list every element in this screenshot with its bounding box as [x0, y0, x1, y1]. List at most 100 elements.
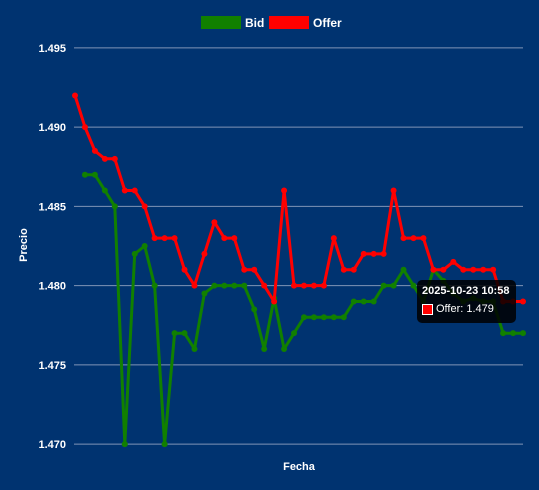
data-point-bid[interactable]	[191, 346, 198, 352]
data-point-offer[interactable]	[450, 258, 457, 265]
data-point-offer[interactable]	[121, 187, 128, 194]
data-point-bid[interactable]	[241, 282, 248, 289]
data-point-bid[interactable]	[350, 298, 357, 305]
data-point-offer[interactable]	[490, 266, 497, 273]
data-point-offer[interactable]	[440, 266, 447, 273]
x-axis-title: Fecha	[283, 461, 316, 473]
y-tick-label: 1.480	[38, 281, 66, 293]
data-point-offer[interactable]	[141, 203, 148, 210]
y-tick-label: 1.485	[38, 201, 66, 213]
data-point-offer[interactable]	[221, 235, 228, 242]
grid-lines	[74, 47, 523, 445]
data-point-offer[interactable]	[370, 250, 377, 257]
data-point-offer[interactable]	[181, 266, 188, 273]
data-point-bid[interactable]	[171, 330, 178, 337]
data-point-bid[interactable]	[520, 330, 526, 337]
data-point-offer[interactable]	[72, 92, 78, 99]
data-point-offer[interactable]	[430, 266, 437, 273]
data-point-offer[interactable]	[390, 187, 397, 194]
data-point-offer[interactable]	[201, 250, 208, 257]
data-point-bid[interactable]	[211, 282, 218, 289]
data-point-offer[interactable]	[81, 124, 88, 131]
data-point-offer[interactable]	[131, 187, 138, 194]
data-point-bid[interactable]	[500, 330, 507, 337]
data-point-bid[interactable]	[291, 330, 298, 337]
data-point-bid[interactable]	[390, 282, 397, 289]
series-line-offer	[73, 95, 523, 303]
legend-item-bid[interactable]: Bid	[201, 16, 264, 30]
data-point-bid[interactable]	[330, 314, 337, 321]
data-point-bid[interactable]	[81, 171, 88, 178]
data-point-offer[interactable]	[470, 266, 477, 273]
data-point-bid[interactable]	[251, 306, 258, 313]
tooltip-title: 2025-10-23 10:58	[422, 285, 510, 297]
data-point-bid[interactable]	[380, 282, 387, 289]
data-point-bid[interactable]	[340, 314, 347, 321]
data-point-offer[interactable]	[281, 187, 288, 194]
data-point-offer[interactable]	[101, 155, 108, 162]
data-point-bid[interactable]	[151, 282, 158, 289]
series-layer	[72, 92, 526, 448]
data-point-bid[interactable]	[400, 266, 407, 273]
legend-item-offer[interactable]: Offer	[269, 16, 342, 30]
data-point-offer[interactable]	[191, 282, 198, 289]
data-point-offer[interactable]	[291, 282, 298, 289]
data-point-offer[interactable]	[460, 266, 467, 273]
data-point-offer[interactable]	[350, 266, 357, 273]
data-point-offer[interactable]	[330, 235, 337, 242]
data-point-offer[interactable]	[480, 266, 487, 273]
data-point-offer[interactable]	[211, 219, 218, 226]
data-point-bid[interactable]	[231, 282, 238, 289]
data-point-offer[interactable]	[300, 282, 307, 289]
data-point-offer[interactable]	[320, 282, 327, 289]
data-point-bid[interactable]	[111, 203, 118, 210]
data-point-offer[interactable]	[420, 235, 427, 242]
legend-bid-label: Bid	[245, 16, 264, 30]
data-point-offer[interactable]	[271, 298, 278, 305]
y-tick-label: 1.490	[38, 122, 66, 134]
legend: Bid Offer	[201, 16, 342, 30]
data-point-offer[interactable]	[340, 266, 347, 273]
data-point-offer[interactable]	[310, 282, 317, 289]
data-point-bid[interactable]	[510, 330, 517, 337]
data-point-offer[interactable]	[400, 235, 407, 242]
data-point-bid[interactable]	[410, 282, 417, 289]
series-offer	[72, 92, 526, 305]
data-point-offer[interactable]	[261, 282, 268, 289]
data-point-bid[interactable]	[121, 441, 128, 448]
legend-offer-swatch	[269, 16, 309, 29]
data-point-bid[interactable]	[300, 314, 307, 321]
data-point-offer[interactable]	[91, 147, 98, 154]
y-tick-labels: 1.470 1.475 1.480 1.485 1.490 1.495	[38, 43, 66, 451]
y-axis-title: Precio	[18, 228, 30, 262]
data-point-bid[interactable]	[91, 171, 98, 178]
data-point-bid[interactable]	[181, 330, 188, 337]
tooltip-row: Offer: 1.479	[422, 303, 511, 315]
data-point-bid[interactable]	[310, 314, 317, 321]
data-point-offer[interactable]	[151, 235, 158, 242]
data-point-offer[interactable]	[241, 266, 248, 273]
data-point-bid[interactable]	[370, 298, 377, 305]
data-point-offer[interactable]	[171, 235, 178, 242]
data-point-bid[interactable]	[221, 282, 228, 289]
data-point-offer[interactable]	[380, 250, 387, 257]
y-tick-label: 1.495	[38, 43, 66, 55]
y-tick-label: 1.470	[38, 439, 66, 451]
data-point-offer[interactable]	[111, 155, 118, 162]
data-point-offer[interactable]	[360, 250, 367, 257]
data-point-offer[interactable]	[161, 235, 168, 242]
data-point-bid[interactable]	[281, 346, 288, 352]
data-point-offer[interactable]	[410, 235, 417, 242]
data-point-bid[interactable]	[141, 243, 148, 249]
data-point-bid[interactable]	[360, 298, 367, 305]
data-point-offer[interactable]	[251, 266, 258, 273]
data-point-bid[interactable]	[161, 441, 168, 448]
data-point-offer[interactable]	[520, 298, 526, 305]
data-point-bid[interactable]	[131, 250, 138, 257]
data-point-bid[interactable]	[101, 187, 108, 194]
data-point-bid[interactable]	[261, 346, 268, 352]
data-point-bid[interactable]	[320, 314, 327, 321]
data-point-offer[interactable]	[231, 235, 238, 242]
data-point-bid[interactable]	[201, 290, 208, 297]
